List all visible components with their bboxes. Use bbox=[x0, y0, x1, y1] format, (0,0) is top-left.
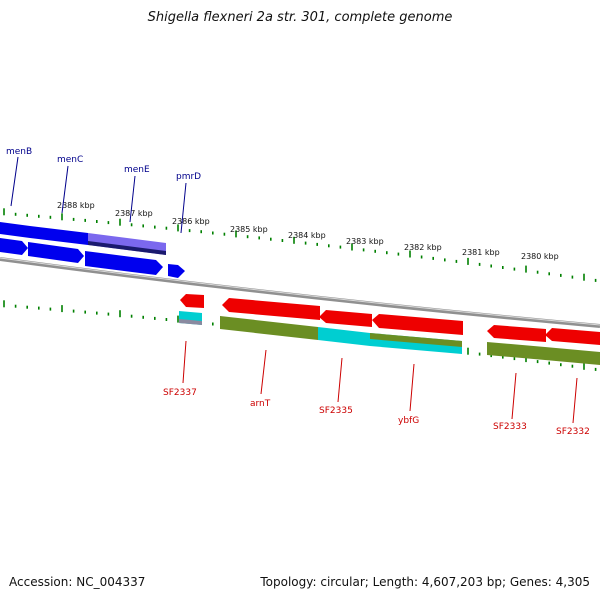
ruler-label: 2384 kbp bbox=[288, 231, 326, 240]
ruler-label: 2385 kbp bbox=[230, 225, 268, 234]
genome-backbone bbox=[0, 257, 600, 328]
gene-label-arnT[interactable]: arnT bbox=[250, 399, 271, 409]
gene-feature-menE-gene-shadow bbox=[88, 241, 166, 255]
ruler-label: 2386 kbp bbox=[172, 217, 210, 226]
ruler-label: 2382 kbp bbox=[404, 243, 442, 252]
forward-strand-features bbox=[0, 222, 185, 278]
gene-label-SF2337[interactable]: SF2337 bbox=[163, 388, 197, 398]
gene-label-menE[interactable]: menE bbox=[124, 165, 150, 175]
gene-label-SF2335[interactable]: SF2335 bbox=[319, 406, 353, 416]
gene-label-SF2332[interactable]: SF2332 bbox=[556, 427, 590, 437]
gene-label-SF2333[interactable]: SF2333 bbox=[493, 422, 527, 432]
cds-feature-ybfG[interactable] bbox=[372, 314, 463, 335]
leader-line bbox=[61, 165, 69, 214]
gene-feature-ybfG-gene-olive bbox=[370, 333, 462, 347]
cds-feature-SF2332[interactable] bbox=[545, 328, 600, 345]
gene-feature-SF2333-gene[interactable] bbox=[487, 342, 545, 360]
gene-feature-SF2337-gene-shadow bbox=[179, 319, 202, 325]
gene-label-menC[interactable]: menC bbox=[57, 155, 83, 165]
leader-line bbox=[10, 156, 19, 207]
ruler-label: 2381 kbp bbox=[462, 248, 500, 257]
leader-line bbox=[409, 363, 415, 412]
cds-feature-menC[interactable] bbox=[28, 242, 84, 263]
gene-label-menB[interactable]: menB bbox=[6, 147, 32, 157]
leader-line bbox=[180, 182, 187, 234]
ruler-label: 2380 kbp bbox=[521, 252, 559, 261]
ruler-labels: 2388 kbp 2387 kbp 2386 kbp 2385 kbp 2384… bbox=[57, 201, 559, 261]
gene-label-pmrD[interactable]: pmrD bbox=[176, 172, 201, 182]
leader-line bbox=[337, 357, 343, 403]
leader-line bbox=[572, 377, 578, 424]
gene-feature-arnT-gene[interactable] bbox=[220, 316, 318, 340]
forward-gene-labels: menB menC menE pmrD bbox=[6, 147, 201, 234]
gene-feature-SF2332-gene[interactable] bbox=[545, 347, 600, 365]
cds-feature-SF2335[interactable] bbox=[319, 310, 372, 327]
gene-feature-SF2335-gene[interactable] bbox=[318, 327, 370, 346]
map-title: Shigella flexneri 2a str. 301, complete … bbox=[147, 10, 453, 25]
cds-feature-SF2337[interactable] bbox=[180, 294, 204, 308]
leader-line bbox=[129, 175, 136, 223]
cds-feature-arnT[interactable] bbox=[222, 298, 320, 320]
ruler-label: 2388 kbp bbox=[57, 201, 95, 210]
gene-label-ybfG[interactable]: ybfG bbox=[398, 416, 419, 426]
ruler-label: 2387 kbp bbox=[115, 209, 153, 218]
leader-line bbox=[260, 349, 267, 395]
reverse-gene-labels: SF2337 arnT SF2335 ybfG SF2333 SF2332 bbox=[163, 340, 590, 437]
leader-line bbox=[182, 340, 187, 384]
genome-backbone-highlight bbox=[0, 257, 600, 326]
cds-feature-menB[interactable] bbox=[0, 238, 28, 255]
ruler-label: 2383 kbp bbox=[346, 237, 384, 246]
gene-feature-menC-gene[interactable] bbox=[30, 226, 88, 245]
ruler-ticks-forward bbox=[3, 208, 597, 282]
cds-feature-SF2333[interactable] bbox=[487, 325, 546, 342]
leader-line bbox=[511, 372, 517, 420]
cds-feature-menE[interactable] bbox=[85, 251, 163, 275]
reverse-strand-features bbox=[179, 294, 600, 365]
gene-feature-menB-gene[interactable] bbox=[0, 222, 30, 238]
cds-feature-pmrD[interactable] bbox=[168, 264, 185, 278]
genome-info-text: Topology: circular; Length: 4,607,203 bp… bbox=[260, 575, 590, 589]
accession-text: Accession: NC_004337 bbox=[9, 575, 146, 589]
